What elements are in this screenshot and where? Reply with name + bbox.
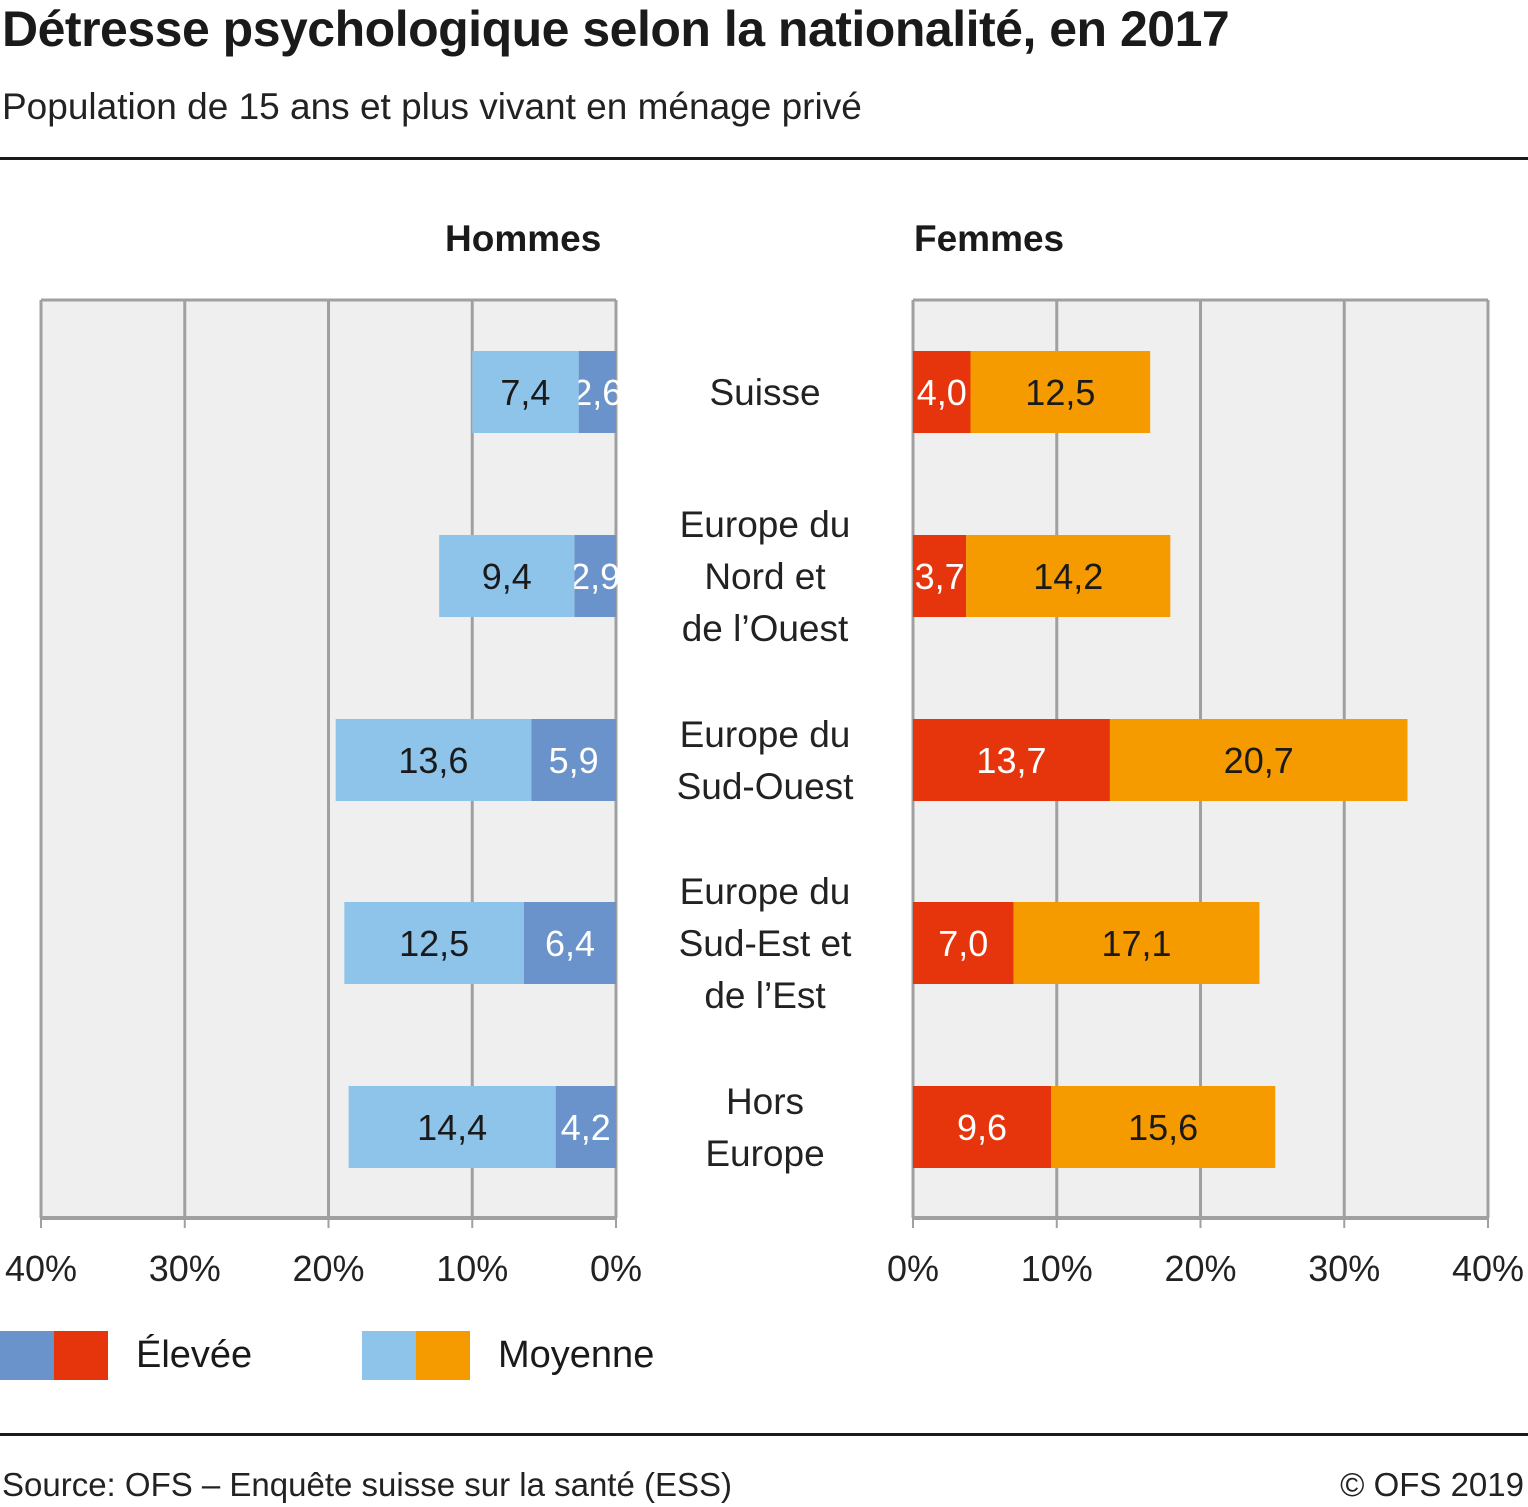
- legend-swatch-hommes-moyenne: [362, 1331, 416, 1380]
- x-tick-label-hommes: 20%: [292, 1248, 364, 1289]
- x-tick-label-femmes: 20%: [1164, 1248, 1236, 1289]
- data-label-femmes-moyenne: 14,2: [1033, 556, 1103, 597]
- category-label-line: Nord et: [704, 556, 826, 597]
- bar-femmes-moyenne: [1109, 719, 1408, 801]
- chart-subtitle: Population de 15 ans et plus vivant en m…: [2, 86, 862, 127]
- data-label-femmes-moyenne: 15,6: [1128, 1107, 1198, 1148]
- data-label-hommes-elevee: 6,4: [545, 923, 595, 964]
- category-label: Hors Europe: [705, 1081, 824, 1174]
- category-label-line: Sud-Ouest: [677, 766, 855, 807]
- data-label-femmes-elevee: 9,6: [957, 1107, 1007, 1148]
- x-tick-label-hommes: 40%: [5, 1248, 77, 1289]
- x-tick-label-hommes: 10%: [436, 1248, 508, 1289]
- x-tick-label-femmes: 40%: [1452, 1248, 1524, 1289]
- x-tick-label-hommes: 0%: [590, 1248, 642, 1289]
- legend-swatch-femmes-moyenne: [416, 1331, 470, 1380]
- panel-title-hommes: Hommes: [445, 218, 602, 259]
- bar-hommes-elevee: [524, 902, 616, 984]
- source-note: Source: OFS – Enquête suisse sur la sant…: [2, 1466, 733, 1503]
- bar-hommes-moyenne: [472, 351, 579, 433]
- x-tick-label-hommes: 30%: [149, 1248, 221, 1289]
- bar-femmes-elevee: [913, 902, 1014, 984]
- category-label: Europe du Sud-Est et de l’Est: [679, 871, 852, 1016]
- legend-swatch-femmes-elevee: [54, 1331, 108, 1380]
- data-label-femmes-elevee: 7,0: [938, 923, 988, 964]
- data-label-femmes-moyenne: 20,7: [1224, 740, 1294, 781]
- data-label-femmes-elevee: 3,7: [915, 556, 965, 597]
- bar-femmes-elevee: [913, 719, 1110, 801]
- data-label-hommes-elevee: 2,6: [572, 372, 622, 413]
- copyright-note: © OFS 2019: [1340, 1466, 1524, 1503]
- bar-femmes-moyenne: [966, 535, 1171, 617]
- data-label-femmes-moyenne: 12,5: [1025, 372, 1095, 413]
- data-label-hommes-moyenne: 14,4: [417, 1107, 487, 1148]
- legend-label-moyenne: Moyenne: [498, 1334, 655, 1376]
- data-label-hommes-elevee: 2,9: [570, 556, 620, 597]
- category-label-line: Hors: [726, 1081, 804, 1122]
- category-label-line: de l’Ouest: [682, 608, 849, 649]
- category-label-line: Sud-Est et: [679, 923, 852, 964]
- bottom-divider: [0, 1433, 1528, 1436]
- bar-femmes-elevee: [913, 1086, 1051, 1168]
- category-label-line: Suisse: [709, 372, 820, 413]
- category-label-line: Europe du: [680, 714, 851, 755]
- data-label-hommes-elevee: 5,9: [549, 740, 599, 781]
- bar-hommes-moyenne: [439, 535, 575, 617]
- data-label-hommes-elevee: 4,2: [561, 1107, 611, 1148]
- category-label-line: de l’Est: [704, 975, 826, 1016]
- top-divider: [0, 157, 1528, 160]
- bar-hommes-elevee: [555, 1086, 616, 1168]
- category-label: Suisse: [709, 372, 820, 413]
- category-label-line: Europe: [705, 1133, 824, 1174]
- legend-item-moyenne: Moyenne: [362, 1331, 654, 1380]
- bar-hommes-elevee: [531, 719, 616, 801]
- legend-swatch-hommes-elevee: [0, 1331, 54, 1380]
- chart-title: Détresse psychologique selon la national…: [2, 1, 1230, 57]
- data-label-femmes-elevee: 4,0: [917, 372, 967, 413]
- bar-femmes-moyenne: [1013, 902, 1260, 984]
- x-tick-label-femmes: 10%: [1021, 1248, 1093, 1289]
- bar-hommes-elevee: [574, 535, 616, 617]
- data-label-femmes-elevee: 13,7: [976, 740, 1046, 781]
- bar-femmes-moyenne: [1051, 1086, 1276, 1168]
- data-label-femmes-moyenne: 17,1: [1101, 923, 1171, 964]
- category-label: Europe du Sud-Ouest: [677, 714, 855, 807]
- legend-item-elevee: Élevée: [0, 1331, 252, 1380]
- x-tick-label-femmes: 30%: [1308, 1248, 1380, 1289]
- bar-femmes-elevee: [913, 535, 967, 617]
- x-tick-label-femmes: 0%: [887, 1248, 939, 1289]
- bar-hommes-moyenne: [348, 1086, 556, 1168]
- bar-hommes-moyenne: [335, 719, 532, 801]
- bar-femmes-moyenne: [970, 351, 1151, 433]
- bar-hommes-elevee: [578, 351, 616, 433]
- panel-title-femmes: Femmes: [914, 218, 1065, 259]
- legend-label-elevee: Élevée: [136, 1334, 253, 1376]
- bar-hommes-moyenne: [344, 902, 524, 984]
- bar-femmes-elevee: [913, 351, 971, 433]
- data-label-hommes-moyenne: 7,4: [500, 372, 550, 413]
- data-label-hommes-moyenne: 12,5: [399, 923, 469, 964]
- category-label: Europe du Nord et de l’Ouest: [680, 504, 851, 649]
- data-label-hommes-moyenne: 13,6: [398, 740, 468, 781]
- chart-svg: 40% 30% 20% 10% 0% 2,6 7,4 2,9 9,4 5,9 13,6 6,4 12,5…: [5, 298, 1524, 1289]
- data-label-hommes-moyenne: 9,4: [482, 556, 532, 597]
- category-label-line: Europe du: [680, 504, 851, 545]
- category-label-line: Europe du: [680, 871, 851, 912]
